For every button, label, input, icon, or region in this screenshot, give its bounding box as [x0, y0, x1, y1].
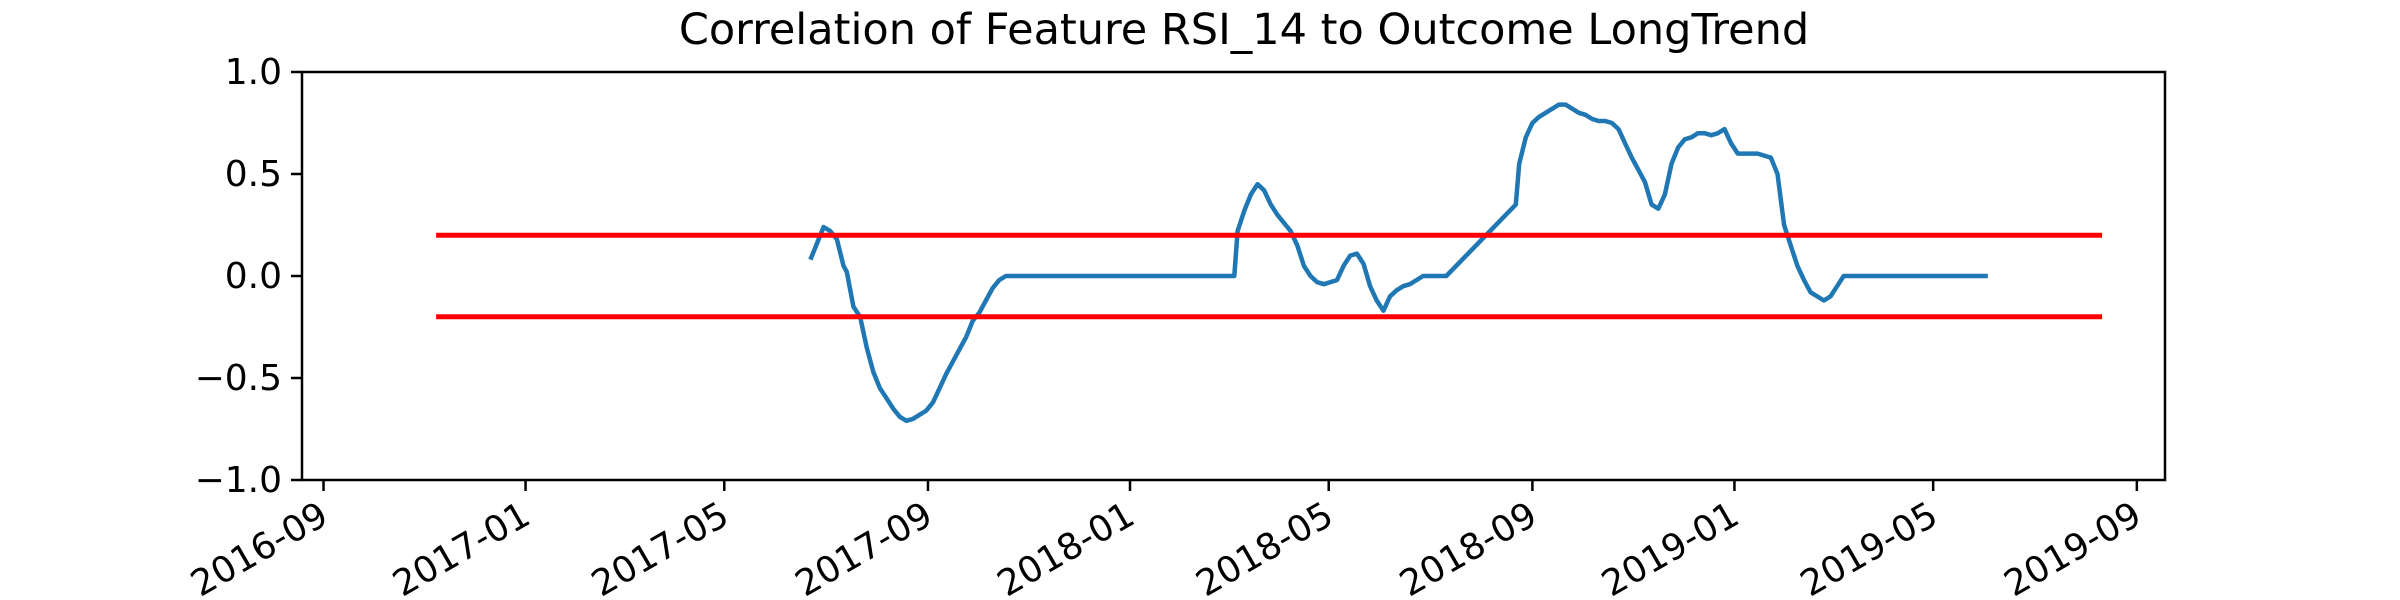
series-layer [436, 102, 2103, 424]
x-tick-label: 2018-09 [1393, 494, 1544, 600]
y-tick-label: 0.0 [225, 256, 282, 297]
y-tick-label: 1.0 [225, 52, 282, 93]
x-tick-label: 2018-05 [1189, 494, 1340, 600]
x-tick-label: 2019-05 [1794, 494, 1945, 600]
x-tick-label: 2017-09 [789, 494, 940, 600]
x-tick-label: 2019-01 [1595, 494, 1746, 600]
y-tick-label: −0.5 [195, 358, 282, 399]
y-tick-label: −1.0 [195, 460, 282, 501]
chart-title: Correlation of Feature RSI_14 to Outcome… [679, 5, 1809, 55]
series-line-correlation [808, 102, 1988, 424]
y-axis: 1.0 0.5 0.0 −0.5 −1.0 [195, 52, 302, 501]
x-tick-label: 2016-09 [184, 494, 335, 600]
x-tick-label: 2019-09 [1998, 494, 2149, 600]
x-tick-label: 2017-05 [585, 494, 736, 600]
x-tick-label: 2018-01 [991, 494, 1142, 600]
x-axis: 2016-09 2017-01 2017-05 2017-09 2018-01 2018-… [184, 480, 2148, 600]
x-tick-label: 2017-01 [386, 494, 537, 600]
y-tick-label: 0.5 [225, 154, 282, 195]
